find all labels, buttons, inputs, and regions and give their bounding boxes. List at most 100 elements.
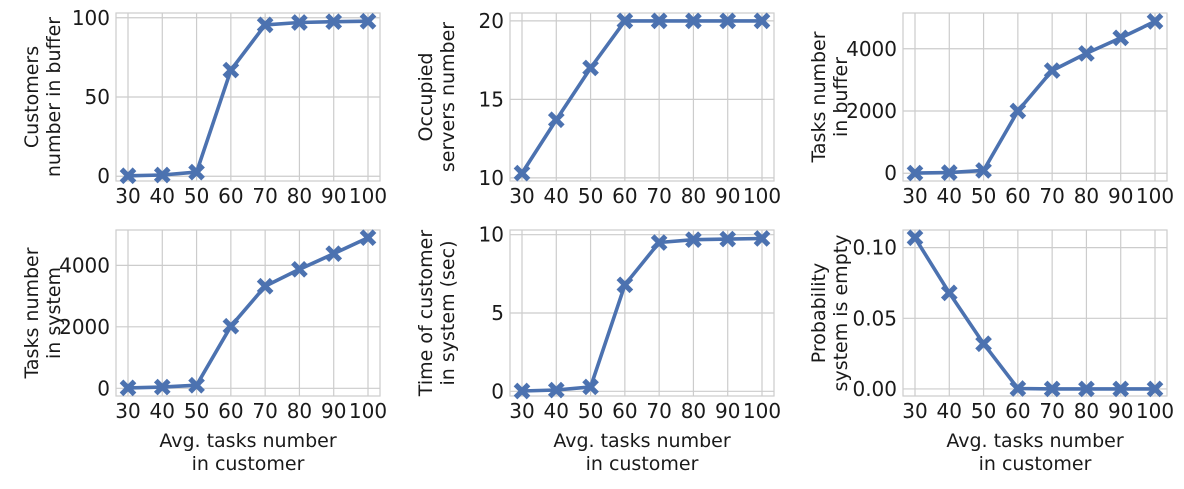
data-point bbox=[753, 230, 771, 247]
x-tick-label: 60 bbox=[1005, 184, 1030, 208]
data-point bbox=[291, 14, 308, 31]
data-point bbox=[1078, 45, 1095, 62]
x-tick-label: 40 bbox=[544, 399, 569, 423]
y-tick-label: 5 bbox=[491, 301, 504, 325]
plot-frame bbox=[902, 12, 1168, 182]
y-axis-label-line: Probability bbox=[808, 263, 830, 363]
y-axis-label-line: in system (sec) bbox=[437, 241, 459, 386]
subplot-2: 30 40 50 60 70 80 90 100 10 15 20 Occupiedservers n… bbox=[415, 9, 781, 208]
y-axis-label: Occupiedservers number bbox=[415, 22, 459, 172]
x-tick-label: 100 bbox=[349, 184, 387, 208]
x-tick-label: 90 bbox=[1108, 184, 1133, 208]
data-point bbox=[940, 164, 958, 181]
series-line bbox=[913, 19, 1157, 175]
x-tick-label: 50 bbox=[184, 184, 209, 208]
x-tick-label: 100 bbox=[1136, 184, 1174, 208]
data-point bbox=[719, 230, 737, 248]
x-tick-label: 90 bbox=[715, 399, 740, 423]
data-point bbox=[359, 229, 377, 247]
y-tick-label: 10 bbox=[479, 166, 504, 190]
y-axis-label-line: Time of customer bbox=[415, 230, 437, 398]
y-tick-label: 50 bbox=[85, 85, 110, 109]
y-axis-label-line: in system bbox=[43, 267, 65, 359]
y-tick-label: 0 bbox=[491, 379, 504, 403]
x-tick-label: 80 bbox=[1074, 184, 1099, 208]
y-tick-label: 4000 bbox=[59, 253, 110, 277]
x-tick-label: 60 bbox=[612, 399, 637, 423]
y-tick-label: 15 bbox=[479, 87, 504, 111]
y-axis-label: Tasks numberin buffer bbox=[808, 31, 852, 163]
plot-frame bbox=[509, 229, 775, 397]
y-tick-label: 2000 bbox=[59, 315, 110, 339]
y-axis-label-line: system is empty bbox=[830, 235, 852, 392]
y-axis-label-line: Customers bbox=[21, 46, 43, 148]
data-point bbox=[975, 162, 992, 179]
y-tick-label: 4000 bbox=[846, 37, 897, 61]
series-line bbox=[520, 236, 764, 393]
plot-frame bbox=[902, 229, 1168, 397]
data-point bbox=[359, 12, 377, 30]
data-point bbox=[119, 167, 137, 185]
x-axis-label-line: Avg. tasks number bbox=[946, 430, 1124, 452]
x-tick-label: 80 bbox=[287, 184, 312, 208]
x-axis-label-line: in customer bbox=[192, 453, 305, 475]
data-point bbox=[119, 379, 137, 397]
plot-frame bbox=[509, 12, 775, 182]
x-axis-label: Avg. tasks number in customer bbox=[159, 430, 337, 475]
subplot-6: 30 40 50 60 70 80 90 1000.000.050.10Probability… bbox=[808, 229, 1174, 475]
x-tick-label: 30 bbox=[509, 399, 534, 423]
x-tick-label: 40 bbox=[937, 399, 962, 423]
y-axis-label-line: servers number bbox=[437, 22, 459, 172]
x-axis-label-line: in customer bbox=[586, 453, 699, 475]
y-axis-label: Tasks numberin system bbox=[21, 247, 65, 379]
x-tick-label: 60 bbox=[1005, 399, 1030, 423]
x-tick-label: 80 bbox=[1074, 399, 1099, 423]
data-point bbox=[153, 378, 171, 396]
data-point bbox=[650, 234, 668, 251]
x-axis-label: Avg. tasks number in customer bbox=[946, 430, 1124, 475]
x-tick-label: 70 bbox=[646, 184, 671, 208]
x-tick-label: 40 bbox=[937, 184, 962, 208]
x-tick-label: 60 bbox=[612, 184, 637, 208]
x-tick-label: 30 bbox=[902, 399, 927, 423]
y-tick-label: 0.05 bbox=[852, 306, 897, 330]
data-point bbox=[325, 245, 343, 263]
data-point bbox=[582, 59, 599, 77]
x-tick-label: 40 bbox=[544, 184, 569, 208]
x-tick-label: 90 bbox=[321, 399, 346, 423]
x-tick-label: 70 bbox=[252, 184, 277, 208]
data-point bbox=[1078, 380, 1095, 398]
y-tick-label: 10 bbox=[479, 223, 504, 247]
data-point bbox=[1112, 380, 1130, 398]
y-axis-label-line: number in buffer bbox=[43, 17, 65, 177]
x-tick-label: 50 bbox=[578, 399, 603, 423]
x-axis-label-line: in customer bbox=[979, 453, 1092, 475]
x-tick-label: 50 bbox=[578, 184, 603, 208]
y-tick-label: 20 bbox=[479, 9, 504, 33]
data-point bbox=[1146, 13, 1164, 30]
data-point bbox=[685, 231, 702, 249]
x-tick-label: 30 bbox=[509, 184, 534, 208]
x-tick-label: 50 bbox=[971, 399, 996, 423]
data-point bbox=[513, 382, 531, 400]
x-tick-label: 60 bbox=[218, 184, 243, 208]
x-tick-label: 40 bbox=[150, 399, 175, 423]
data-point bbox=[1146, 380, 1164, 398]
x-tick-label: 100 bbox=[1136, 399, 1174, 423]
x-tick-label: 90 bbox=[321, 184, 346, 208]
plot-frame bbox=[115, 12, 381, 182]
x-tick-label: 90 bbox=[1108, 399, 1133, 423]
data-point bbox=[256, 277, 274, 295]
x-tick-label: 50 bbox=[184, 399, 209, 423]
x-axis-label-line: Avg. tasks number bbox=[553, 430, 731, 452]
data-point bbox=[753, 12, 771, 30]
data-point bbox=[1009, 102, 1027, 120]
y-tick-label: 0 bbox=[97, 164, 110, 188]
y-axis-label: Customersnumber in buffer bbox=[21, 17, 65, 177]
data-point bbox=[616, 12, 634, 30]
x-tick-label: 50 bbox=[971, 184, 996, 208]
